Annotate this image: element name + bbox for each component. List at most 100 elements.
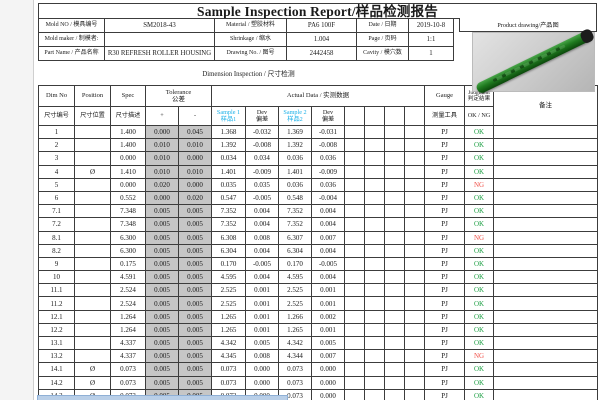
cell-position xyxy=(74,190,111,206)
cell-dev1: 0.001 xyxy=(245,283,279,298)
cell-dim-no: 7.1 xyxy=(38,204,75,219)
table-row: 11.1 2.524 0.005 0.005 2.525 0.001 2.525… xyxy=(38,283,599,298)
selection-highlight xyxy=(37,395,288,400)
cell-tolerance-minus: 0.005 xyxy=(178,243,212,258)
cell-spec: 2.524 xyxy=(110,296,146,311)
cell-dev2: -0.005 xyxy=(311,256,345,272)
cell-remark xyxy=(493,296,599,311)
cell-dev1: -0.009 xyxy=(245,164,279,179)
cell-sample2: 4.342 xyxy=(278,335,312,351)
cell-tolerance-plus: 0.010 xyxy=(145,151,179,166)
cell-dev2: -0.008 xyxy=(311,138,345,153)
cell-sample2: 1.392 xyxy=(278,138,312,153)
cell-sample1: 0.073 xyxy=(211,362,246,377)
table-row: 14.2 Ø 0.073 0.005 0.005 0.073 0.000 0.0… xyxy=(38,375,599,390)
cell-sample1: 2.525 xyxy=(211,296,246,311)
cell-dim-no: 14.2 xyxy=(38,375,75,390)
cell-blank xyxy=(364,362,385,377)
table-row: 12.1 1.264 0.005 0.005 1.265 0.001 1.266… xyxy=(38,309,599,324)
cell-sample1: 4.345 xyxy=(211,349,246,364)
cell-tolerance-minus: 0.005 xyxy=(178,362,212,377)
cell-blank xyxy=(403,217,426,232)
cell-dev1: 0.004 xyxy=(245,217,279,232)
cell-remark xyxy=(493,349,599,364)
cell-tolerance-minus: 0.005 xyxy=(178,283,212,298)
cell-judgment: OK xyxy=(464,296,495,311)
header-blank-3 xyxy=(384,106,405,126)
cell-blank xyxy=(384,362,405,377)
table-row: 14.3 Ø 0.073 0.005 0.005 0.073 0.000 0.0… xyxy=(38,388,599,400)
cell-dev1: 0.000 xyxy=(245,375,279,390)
cell-blank xyxy=(344,322,365,338)
header-info-table: Mold NO / 模具编号 SM2018-43 Material / 塑胶材料 PA… xyxy=(38,18,460,61)
cell-remark xyxy=(493,270,599,285)
info-label: Date / 日期 xyxy=(357,19,409,33)
cell-spec: 7.348 xyxy=(110,204,146,219)
cell-dev2: 0.000 xyxy=(311,375,345,390)
cell-gauge: PJ xyxy=(424,270,466,285)
cell-tolerance-plus: 0.000 xyxy=(145,124,179,140)
header-dev1: Dev 偏差 xyxy=(245,106,279,126)
cell-gauge: PJ xyxy=(424,362,466,377)
cell-tolerance-minus: 0.005 xyxy=(178,256,212,272)
cell-gauge: PJ xyxy=(424,283,466,298)
cell-blank xyxy=(384,256,405,272)
cell-blank xyxy=(403,230,426,245)
cell-sample1: 1.265 xyxy=(211,322,246,338)
info-label: Material / 塑胶材料 xyxy=(215,19,287,33)
cell-remark xyxy=(493,217,599,232)
header-tolerance-en: Tolerance xyxy=(165,88,192,96)
table-row: 11.2 2.524 0.005 0.005 2.525 0.001 2.525… xyxy=(38,296,599,311)
header-ok-ng: OK / NG xyxy=(464,106,495,126)
cell-tolerance-plus: 0.005 xyxy=(145,283,179,298)
cell-sample1: 0.170 xyxy=(211,256,246,272)
info-value: SM2018-43 xyxy=(105,19,215,33)
cell-remark xyxy=(493,309,599,324)
header-dev1-cn: 偏差 xyxy=(255,116,269,123)
header-sample2-en: Sample 2 xyxy=(283,108,307,116)
cell-tolerance-plus: 0.005 xyxy=(145,375,179,390)
cell-blank xyxy=(384,177,405,192)
cell-tolerance-minus: 0.010 xyxy=(178,164,212,179)
cell-tolerance-plus: 0.005 xyxy=(145,362,179,377)
header-tolerance-minus: - xyxy=(178,106,212,126)
cell-gauge: PJ xyxy=(424,256,466,272)
cell-dim-no: 1 xyxy=(38,124,75,140)
cell-blank xyxy=(344,296,365,311)
cell-tolerance-minus: 0.005 xyxy=(178,296,212,311)
cell-judgment: OK xyxy=(464,138,495,153)
table-row: 12.2 1.264 0.005 0.005 1.265 0.001 1.265… xyxy=(38,322,599,338)
cell-spec: 1.410 xyxy=(110,164,146,179)
cell-blank xyxy=(403,190,426,206)
cell-position: Ø xyxy=(74,375,111,390)
cell-dev2: -0.009 xyxy=(311,164,345,179)
info-value: 1 xyxy=(409,47,454,61)
cell-sample2: 1.266 xyxy=(278,309,312,324)
cell-blank xyxy=(384,151,405,166)
cell-dev2: -0.031 xyxy=(311,124,345,140)
cell-blank xyxy=(344,270,365,285)
cell-blank xyxy=(403,256,426,272)
header-sample1: Sample 1 样品1 xyxy=(211,106,246,126)
cell-gauge: PJ xyxy=(424,217,466,232)
header-tolerance-cn: 公差 xyxy=(172,96,185,103)
cell-dim-no: 7.2 xyxy=(38,217,75,232)
cell-position xyxy=(74,309,111,324)
cell-sample1: 1.368 xyxy=(211,124,246,140)
cell-position xyxy=(74,243,111,258)
cell-spec: 2.524 xyxy=(110,283,146,298)
cell-judgment: OK xyxy=(464,190,495,206)
cell-blank xyxy=(403,322,426,338)
cell-dim-no: 4 xyxy=(38,164,75,179)
table-row: 2 1.400 0.010 0.010 1.392 -0.008 1.392 -… xyxy=(38,138,599,153)
cell-spec: 1.400 xyxy=(110,138,146,153)
cell-gauge: PJ xyxy=(424,177,466,192)
cell-sample2: 0.036 xyxy=(278,177,312,192)
cell-gauge: PJ xyxy=(424,322,466,338)
cell-blank xyxy=(384,283,405,298)
cell-sample2: 7.352 xyxy=(278,217,312,232)
info-value: 1.004 xyxy=(287,33,357,47)
cell-blank xyxy=(403,335,426,351)
cell-dev1: 0.000 xyxy=(245,362,279,377)
cell-remark xyxy=(493,243,599,258)
